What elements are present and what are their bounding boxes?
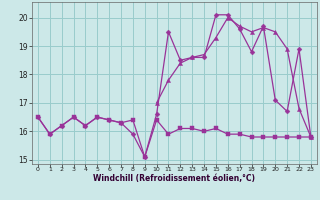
X-axis label: Windchill (Refroidissement éolien,°C): Windchill (Refroidissement éolien,°C) [93, 174, 255, 183]
